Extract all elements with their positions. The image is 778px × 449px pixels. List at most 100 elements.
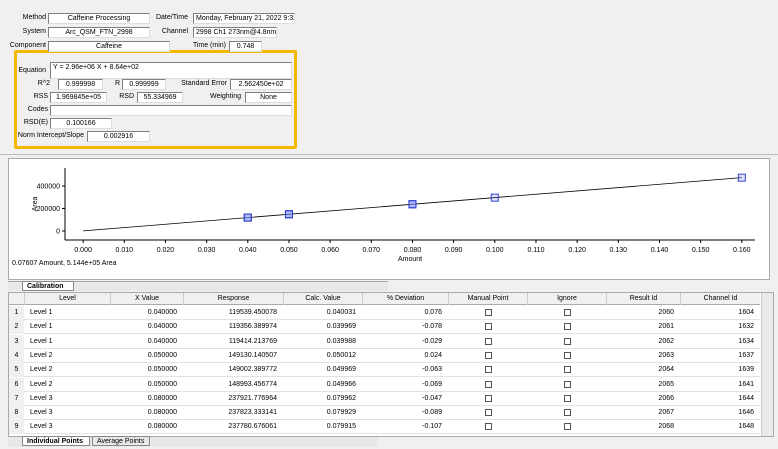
chart-panel	[8, 158, 770, 280]
cell: Level 2	[30, 366, 53, 374]
cell: 0.049966	[326, 380, 356, 388]
cell: 1632	[738, 323, 754, 331]
cell: 1639	[738, 366, 754, 374]
field-value: Monday, February 21, 2022 9:32:57	[193, 13, 295, 24]
field-label: Time (min)	[192, 42, 226, 49]
cell: 0.079915	[326, 423, 356, 431]
checkbox	[563, 337, 571, 345]
checkbox	[563, 423, 571, 431]
cell: 2064	[658, 366, 674, 374]
row-number: 7	[9, 391, 24, 406]
checkbox	[563, 309, 571, 316]
x-tick-label: 0.160	[733, 247, 751, 254]
field-label: Codes	[27, 106, 48, 113]
cell: 0.040000	[147, 337, 177, 345]
x-tick-label: 0.080	[404, 247, 422, 254]
cell: 237921.776964	[228, 394, 277, 402]
cell: Level 2	[30, 380, 53, 388]
cell: 0.050000	[147, 380, 177, 388]
field-value: 0.999998	[58, 79, 103, 90]
cell: 0.040000	[147, 323, 177, 331]
cell: 1634	[738, 337, 754, 345]
field-label: Weighting	[209, 93, 241, 100]
row	[9, 320, 760, 335]
cell: -0.107	[422, 423, 442, 431]
checkbox	[563, 323, 571, 331]
field-value: 0.002916	[87, 131, 150, 142]
y-tick-label: 400000	[37, 184, 60, 191]
field-label: RSD(E)	[23, 119, 48, 126]
cell: 149130.140507	[228, 351, 277, 359]
cell: -0.029	[422, 337, 442, 345]
field-value: 2.562450e+02	[230, 79, 292, 90]
cell: 0.039969	[326, 323, 356, 331]
column-header: Calc. Value	[283, 293, 362, 305]
row-number: 6	[9, 377, 24, 392]
row	[9, 392, 760, 406]
field-label: Standard Error	[181, 80, 227, 87]
x-tick-label: 0.070	[363, 247, 381, 254]
field-value: Caffeine Processing	[48, 13, 150, 24]
x-tick-label: 0.020	[157, 247, 175, 254]
cell: 1641	[738, 380, 754, 388]
field-label: R^2	[37, 80, 50, 87]
checkbox	[484, 309, 492, 316]
row	[9, 420, 760, 435]
cell: -0.063	[422, 366, 442, 374]
cell: Level 1	[30, 337, 53, 345]
cell: 148993.456774	[228, 380, 277, 388]
tab-bar	[8, 436, 378, 447]
cell: 0.080000	[147, 394, 177, 402]
x-tick-label: 0.100	[486, 247, 504, 254]
cell: -0.047	[422, 394, 442, 402]
checkbox	[563, 409, 571, 417]
field-label: Channel	[161, 28, 188, 35]
cell: 0.079929	[326, 409, 356, 417]
field-label: Date/Time	[155, 14, 188, 21]
column-header: % Deviation	[362, 293, 448, 305]
field-label: System	[22, 28, 46, 35]
status-text: 0.07607 Amount, 5.144e+05 Area	[12, 260, 117, 267]
cell: -0.069	[422, 380, 442, 388]
row-number: 2	[9, 320, 24, 335]
x-tick-label: 0.130	[610, 247, 628, 254]
field-value: 0.748	[229, 41, 262, 52]
x-tick-label: 0.000	[74, 247, 92, 254]
x-tick-label: 0.140	[651, 247, 669, 254]
column-header: X Value	[110, 293, 183, 305]
row	[9, 363, 760, 378]
checkbox	[563, 351, 571, 359]
cell: 0.050012	[326, 351, 356, 359]
cell: 119356.389974	[228, 323, 277, 331]
cell: 2067	[658, 409, 674, 417]
cell: 0.024	[424, 351, 442, 359]
column-header: Result Id	[606, 293, 680, 305]
cell: Level 3	[30, 423, 53, 431]
column-header: Level	[24, 293, 110, 305]
checkbox	[484, 423, 492, 431]
x-tick-label: 0.050	[280, 247, 298, 254]
checkbox	[484, 323, 492, 331]
x-tick-label: 0.040	[239, 247, 257, 254]
cell: 2063	[658, 351, 674, 359]
cell: 0.040031	[326, 309, 356, 316]
row-number: 4	[9, 348, 24, 363]
x-tick-label: 0.090	[445, 247, 463, 254]
tab: Calibration	[22, 281, 74, 291]
checkbox	[484, 380, 492, 388]
column-header: Ignore	[527, 293, 606, 305]
cell: 119414.213769	[228, 337, 277, 345]
tab: Individual Points	[22, 436, 90, 446]
field-label: R	[114, 80, 120, 87]
cell: Level 3	[30, 409, 53, 417]
checkbox	[484, 337, 492, 345]
field-label: Component	[9, 42, 46, 49]
cell: Level 1	[30, 309, 53, 316]
data-point	[490, 193, 499, 202]
field-value: 1.969845e+05	[50, 92, 107, 103]
checkbox	[484, 409, 492, 417]
row	[9, 406, 760, 421]
x-tick-label: 0.010	[116, 247, 134, 254]
